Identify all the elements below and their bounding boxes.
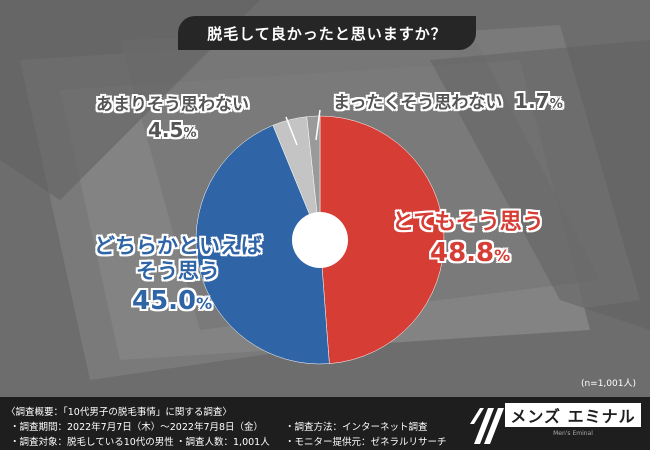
- value-somewhat-number: 45.0: [132, 286, 197, 316]
- value-not-at-all-number: 1.7: [514, 89, 550, 113]
- slice-very: [319, 115, 445, 364]
- value-somewhat-unit: %: [196, 294, 213, 313]
- logo-subtext: Men's Eminal: [553, 430, 593, 437]
- footer-target: ・調査対象：脱毛している10代の男性: [10, 437, 174, 448]
- value-very-unit: %: [494, 246, 511, 265]
- value-not-much: 4.5%: [148, 118, 196, 142]
- donut-hole: [292, 212, 348, 268]
- label-somewhat: どちらかといえば そう思う: [94, 234, 262, 284]
- value-not-much-unit: %: [183, 126, 197, 141]
- label-very-text: とてもそう思う: [392, 210, 544, 235]
- label-not-at-all-text: まったくそう思わない: [333, 93, 503, 113]
- value-not-at-all-unit: %: [549, 97, 563, 112]
- label-not-much-text: あまりそう思わない: [96, 95, 249, 115]
- logo-text: メンズ エミナル: [505, 403, 641, 427]
- chart-title: 脱毛して良かったと思いますか？: [178, 16, 476, 50]
- label-somewhat-line1: どちらかといえば: [94, 234, 262, 258]
- footer-period: ・調査期間：2022年7月7日（木）〜2022年7月8日（金）: [10, 422, 264, 433]
- footer-count: ・調査人数：1,001人: [176, 437, 270, 448]
- sample-size: (n=1,001人): [580, 379, 636, 389]
- value-very-number: 48.8: [430, 238, 495, 268]
- leader-line-not-at-all: [315, 109, 321, 141]
- footer-method: ・調査方法：インターネット調査: [285, 422, 428, 433]
- label-somewhat-line2: そう思う: [136, 259, 220, 283]
- logo-mark-icon: [470, 408, 504, 444]
- footer-overview: 〈調査概要：「10代男子の脱毛事情」に関する調査〉: [6, 407, 232, 418]
- footer-provider: ・モニター提供元：ゼネラルリサーチ: [285, 437, 447, 448]
- slice-not-at-all: [306, 115, 321, 241]
- label-not-at-all: まったくそう思わない 1.7%: [333, 88, 563, 113]
- value-very: 48.8%: [430, 238, 510, 268]
- slice-somewhat: [195, 124, 330, 365]
- value-somewhat: 45.0%: [132, 286, 212, 316]
- label-very: とてもそう思う: [392, 204, 544, 236]
- value-not-much-number: 4.5: [148, 118, 184, 142]
- leader-line-not-much: [285, 116, 298, 146]
- label-not-much: あまりそう思わない: [96, 90, 249, 115]
